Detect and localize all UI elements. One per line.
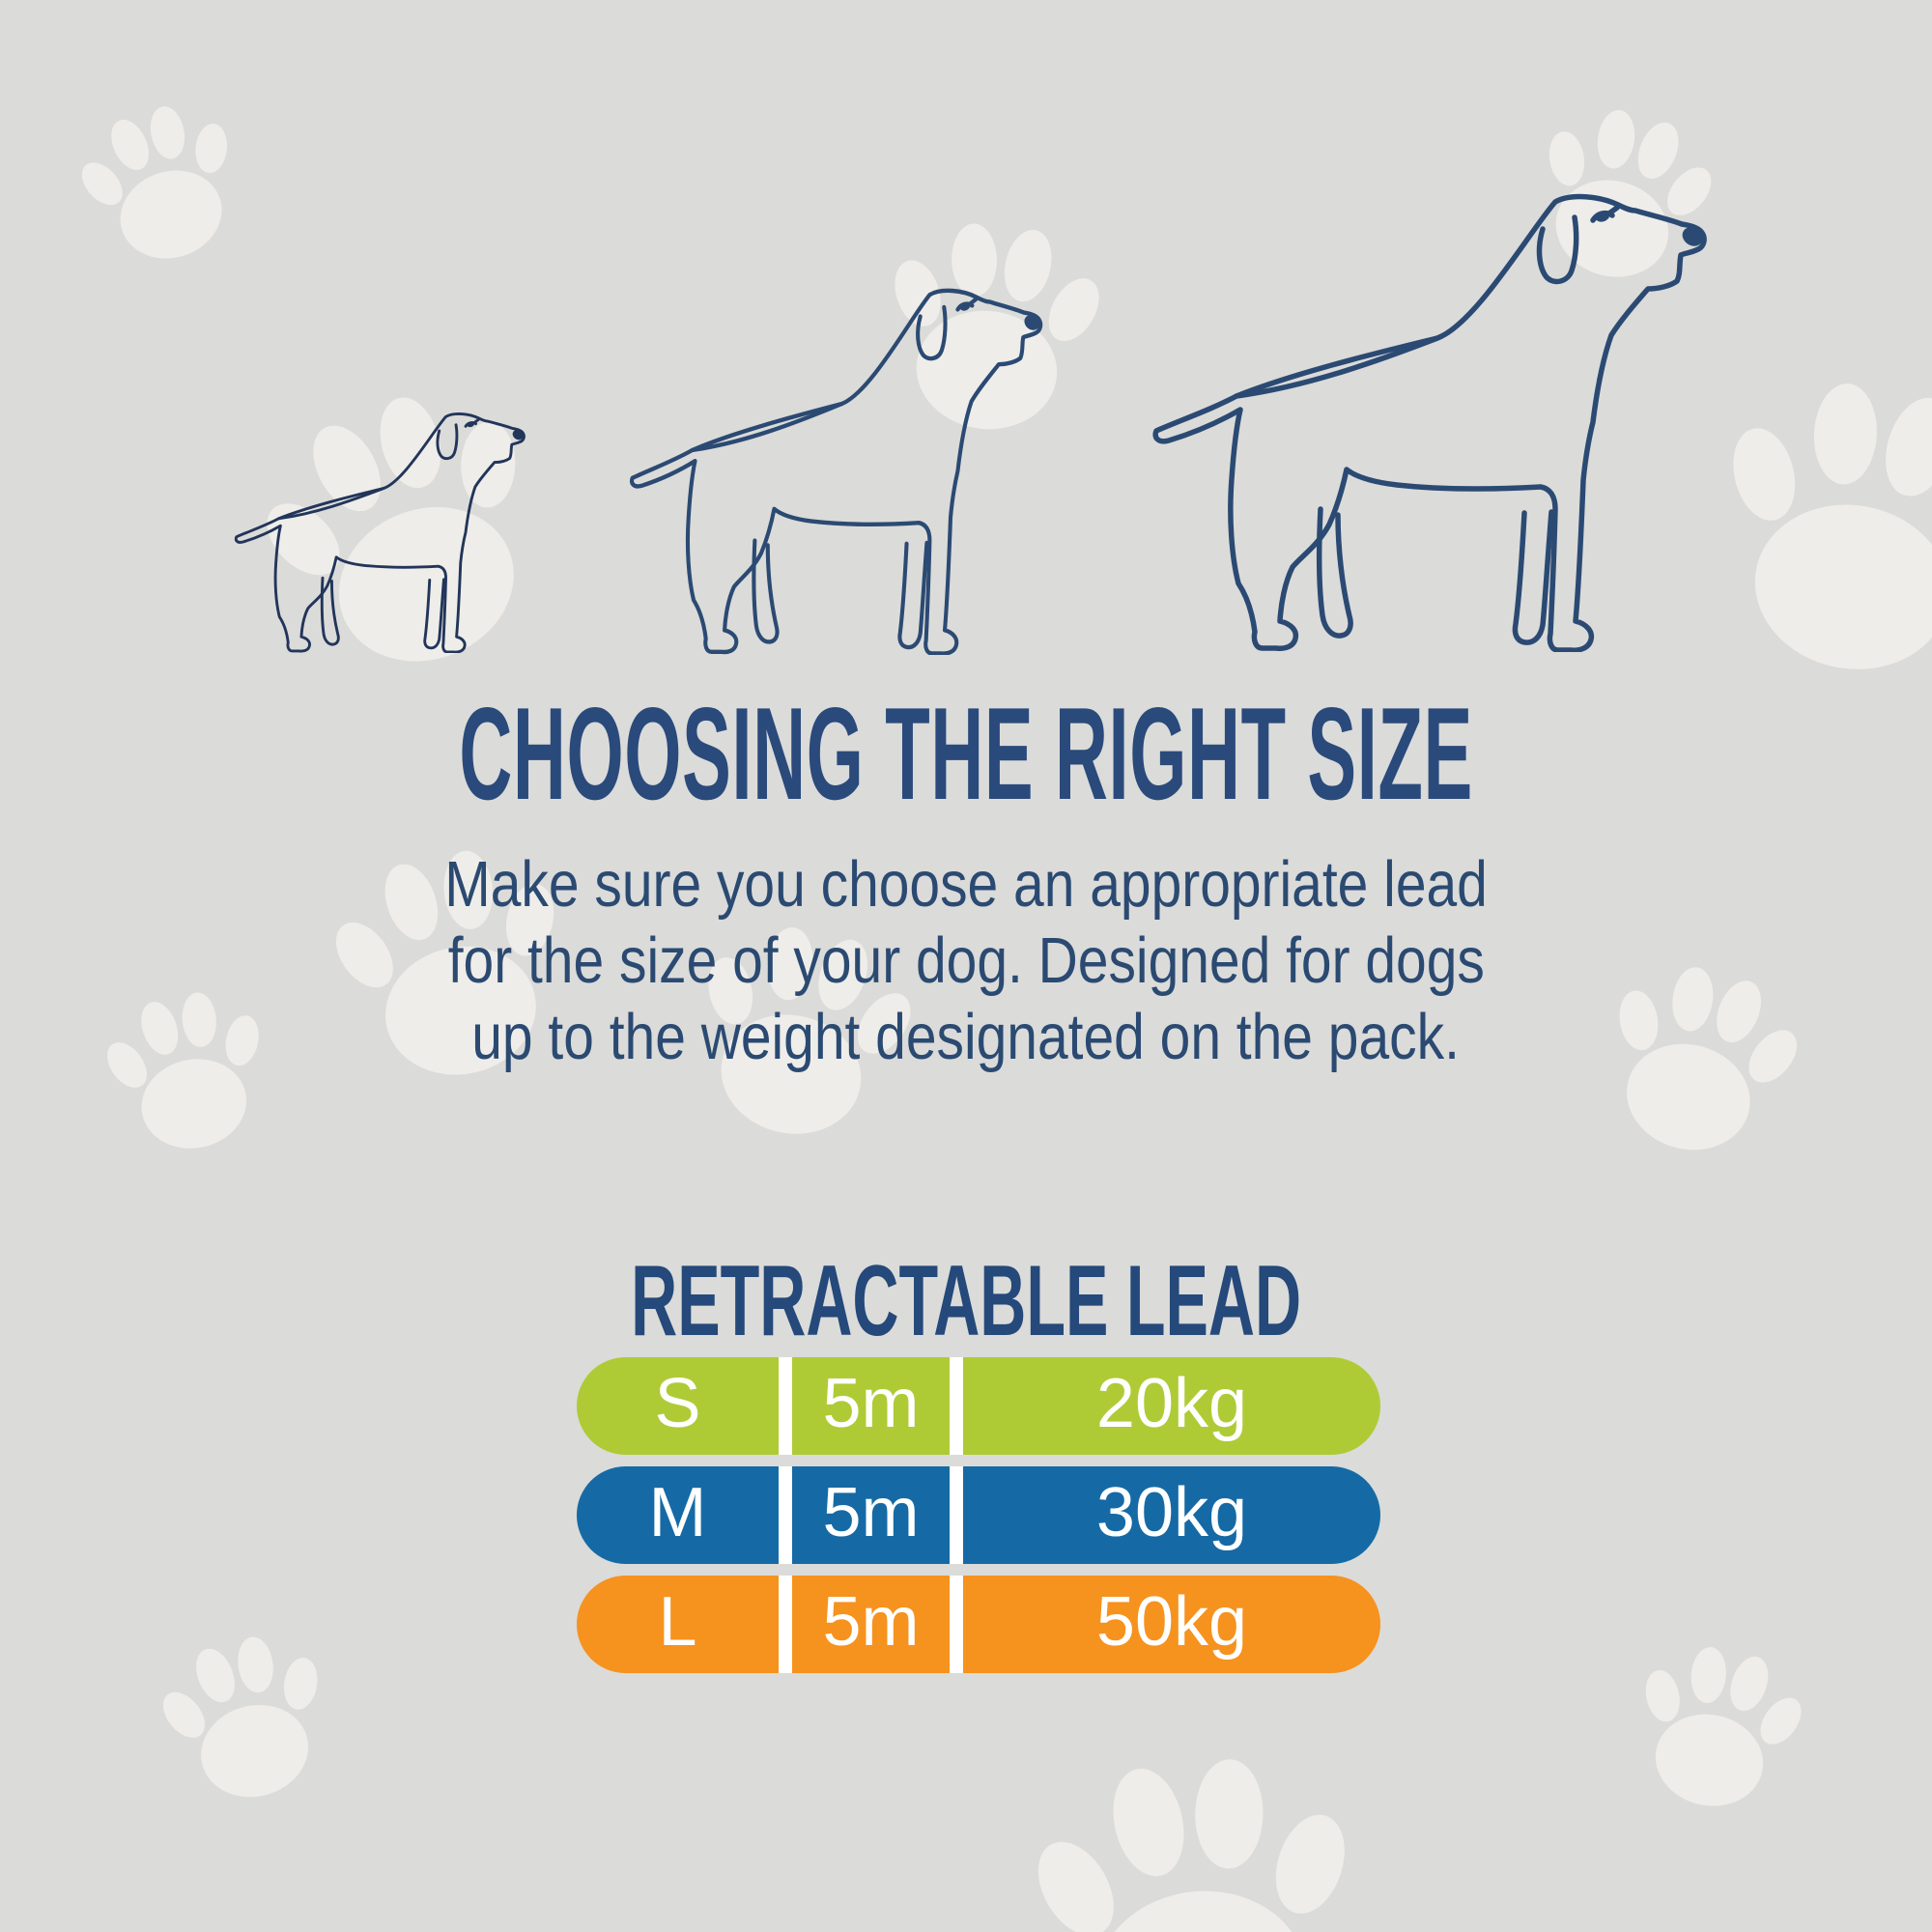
column-divider (779, 1576, 792, 1673)
size-chart: S 5m 20kg M 5m 30kg L 5m 50kg (577, 1357, 1380, 1685)
max-weight-value: 30kg (1095, 1473, 1248, 1551)
size-chart-heading: RETRACTABLE LEAD (631, 1245, 1301, 1357)
size-row-small: S 5m 20kg (577, 1357, 1380, 1455)
max-weight-value: 20kg (1095, 1364, 1248, 1442)
size-label: L (658, 1582, 697, 1661)
size-label: S (654, 1364, 701, 1442)
lead-length: 5m (822, 1364, 920, 1442)
paw-print-icon (143, 1619, 352, 1817)
description-line: for the size of your dog. Designed for d… (447, 924, 1485, 997)
size-row-medium: M 5m 30kg (577, 1466, 1380, 1564)
paw-print-icon (1013, 1743, 1380, 1932)
column-divider (779, 1466, 792, 1564)
column-divider (950, 1357, 963, 1455)
column-divider (950, 1576, 963, 1673)
description: Make sure you choose an appropriate lead… (0, 846, 1932, 1075)
size-row-large: L 5m 50kg (577, 1576, 1380, 1673)
size-label: M (648, 1473, 707, 1551)
paw-print-icon (1617, 1632, 1819, 1823)
lead-length: 5m (822, 1473, 920, 1551)
max-weight-value: 50kg (1095, 1582, 1248, 1661)
medium-dog-illustration (626, 284, 1058, 655)
description-line: up to the weight designated on the pack. (471, 1001, 1461, 1073)
page-title-text: CHOOSING THE RIGHT SIZE (459, 680, 1473, 827)
page-title: CHOOSING THE RIGHT SIZE (0, 688, 1932, 819)
lead-length: 5m (822, 1582, 920, 1661)
description-line: Make sure you choose an appropriate lead (444, 848, 1488, 921)
large-dog-illustration (1148, 188, 1727, 652)
small-dog-illustration (234, 412, 526, 653)
column-divider (950, 1466, 963, 1564)
paw-print-icon (61, 86, 264, 281)
column-divider (779, 1357, 792, 1455)
